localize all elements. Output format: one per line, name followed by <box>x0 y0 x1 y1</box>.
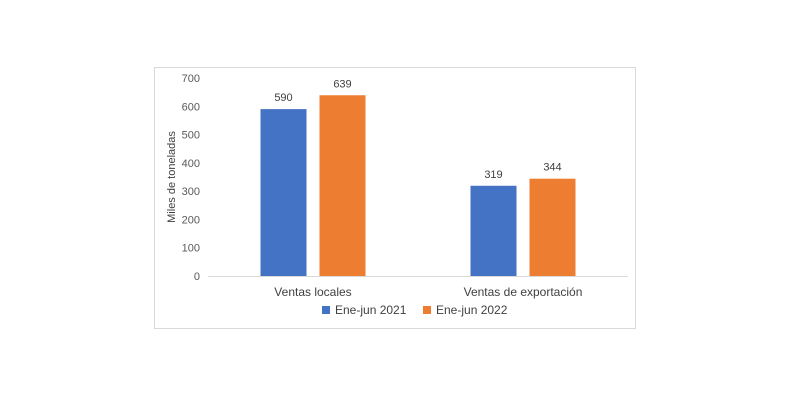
bars <box>260 95 576 276</box>
category-labels: Ventas locales Ventas de exportación <box>274 285 582 299</box>
y-tick-label: 0 <box>194 271 200 283</box>
data-labels: 590 639 319 344 <box>274 78 561 181</box>
legend-label: Ene-jun 2021 <box>335 303 407 317</box>
y-axis-ticks: 0 100 200 300 400 500 600 700 <box>182 73 200 283</box>
data-label: 590 <box>274 92 292 104</box>
y-tick-label: 100 <box>182 243 200 255</box>
y-tick-label: 400 <box>182 158 200 170</box>
y-tick-label: 300 <box>182 186 200 198</box>
legend-swatch <box>322 306 330 314</box>
bar <box>470 185 517 276</box>
bar <box>260 109 307 276</box>
legend-swatch <box>423 306 431 314</box>
data-label: 319 <box>484 169 502 181</box>
bar <box>529 178 576 276</box>
y-tick-label: 200 <box>182 214 200 226</box>
legend: Ene-jun 2021 Ene-jun 2022 <box>322 303 508 317</box>
y-axis-title: Miles de toneladas <box>166 131 178 223</box>
data-label: 639 <box>333 78 351 90</box>
y-tick-label: 600 <box>182 101 200 113</box>
data-label: 344 <box>543 162 561 174</box>
y-tick-label: 700 <box>182 73 200 85</box>
bar <box>319 95 366 276</box>
legend-label: Ene-jun 2022 <box>436 303 508 317</box>
y-tick-label: 500 <box>182 130 200 142</box>
category-label: Ventas locales <box>274 285 351 299</box>
category-label: Ventas de exportación <box>464 285 583 299</box>
